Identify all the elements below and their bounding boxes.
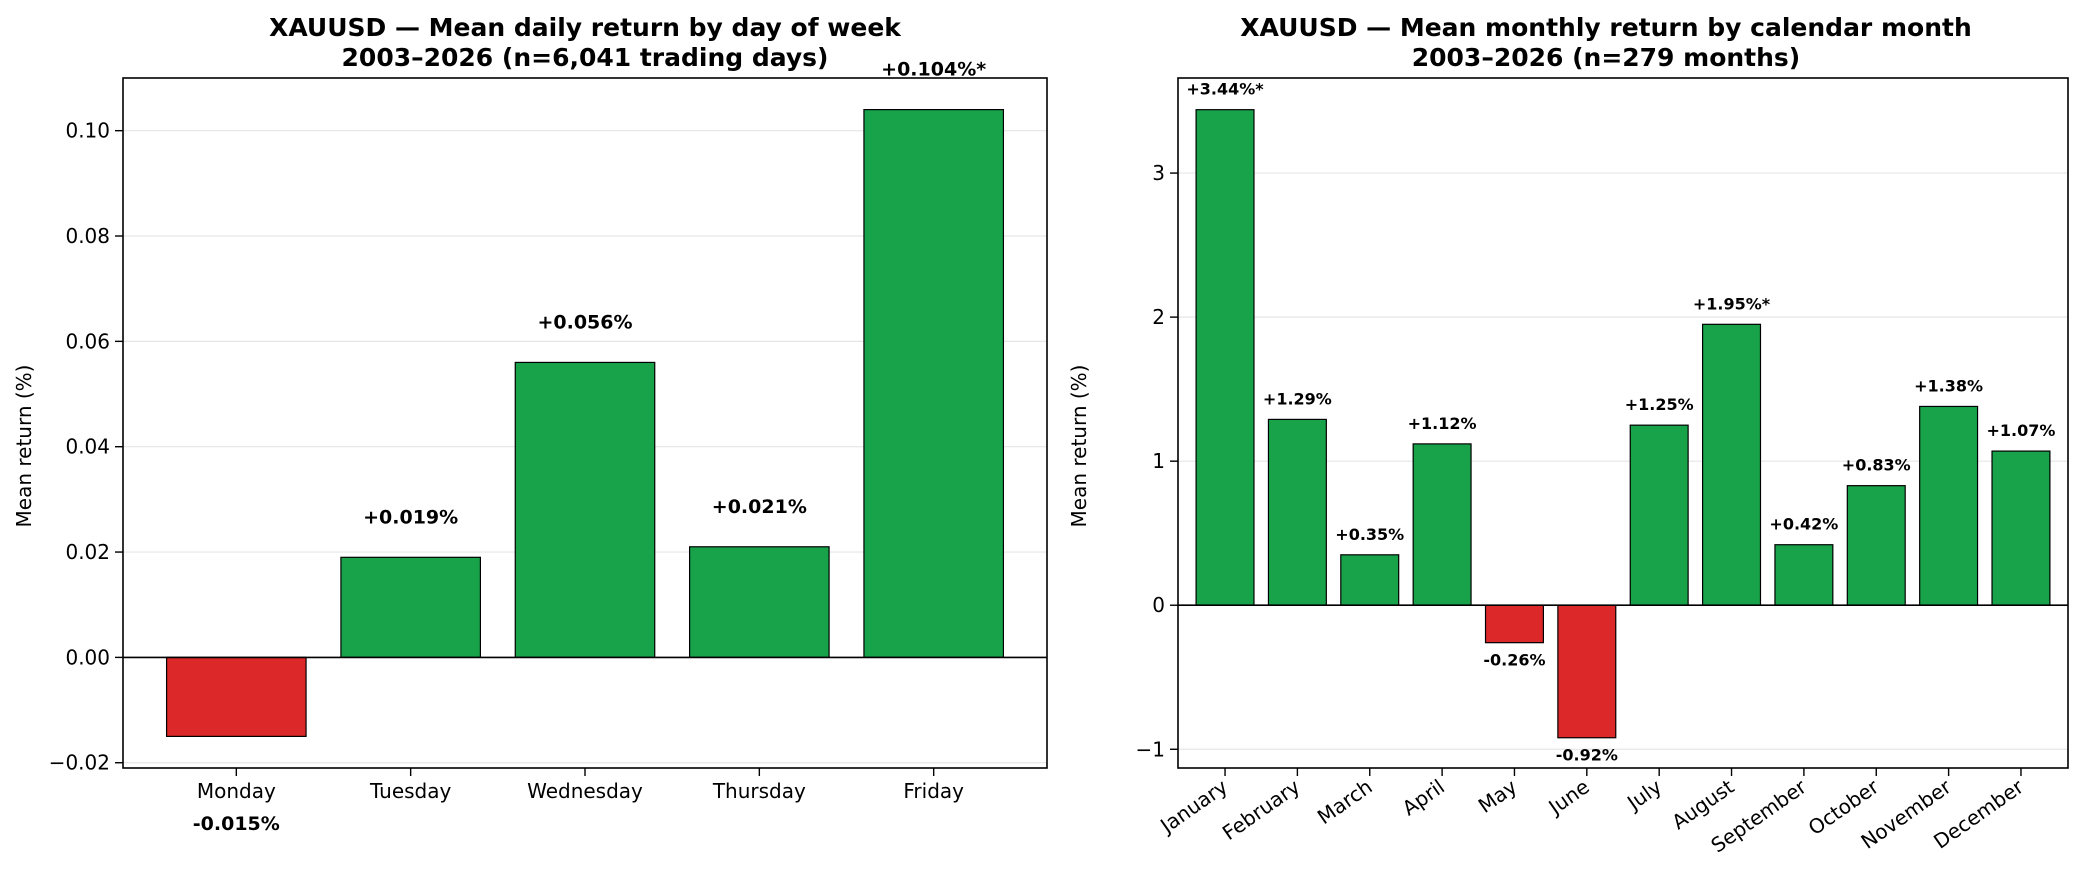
bar-october — [1846, 485, 1906, 606]
bar-wednesday — [514, 361, 656, 658]
x-tick-label: Monday — [197, 779, 276, 803]
bar-august — [1701, 323, 1762, 606]
chart-title: XAUUSD — Mean monthly return by calendar… — [1240, 13, 1972, 42]
x-tick-label: March — [1313, 774, 1377, 829]
data-label: +0.83% — [1842, 456, 1911, 475]
x-tick-label: Wednesday — [527, 779, 643, 803]
bar-may — [1484, 604, 1545, 644]
bar-february — [1267, 418, 1327, 606]
bar-friday — [863, 109, 1005, 658]
x-tick-label: June — [1543, 774, 1594, 820]
data-label: +3.44%* — [1186, 80, 1264, 99]
bar-thursday — [689, 546, 830, 658]
bar-monday — [165, 656, 307, 737]
data-label: +0.35% — [1335, 525, 1404, 544]
data-label: +1.07% — [1987, 421, 2056, 440]
bar-december — [1991, 450, 2051, 606]
plot-frame — [122, 77, 1048, 769]
y-axis-label: Mean return (%) — [1067, 365, 1091, 528]
y-ticks: −1 0 1 2 3 — [1136, 161, 1178, 761]
x-tick-label: Tuesday — [369, 779, 452, 803]
bar-june — [1557, 604, 1617, 739]
x-tick-label: April — [1398, 774, 1449, 820]
y-ticks: −0.02 0.00 0.02 0.04 0.06 0.08 0.10 — [49, 119, 123, 775]
y-tick-label: 0.10 — [65, 119, 110, 143]
data-label: +0.021% — [712, 496, 807, 518]
y-tick-label: 0.04 — [65, 435, 110, 459]
data-label: -0.015% — [193, 813, 280, 835]
x-ticks: Monday Tuesday Wednesday Thursday Friday — [197, 768, 964, 803]
data-label: +0.42% — [1769, 515, 1838, 534]
chart-day-of-week: XAUUSD — Mean daily return by day of wee… — [12, 13, 1048, 835]
data-labels: +3.44%* +1.29% +0.35% +1.12% -0.26% -0.92% +1.… — [1186, 80, 2055, 765]
y-tick-label: 0.00 — [65, 645, 110, 669]
bar-march — [1340, 554, 1400, 606]
y-tick-label: 0 — [1152, 593, 1165, 617]
y-tick-label: 0.02 — [65, 540, 110, 564]
data-label: -0.92% — [1556, 746, 1618, 765]
data-labels: -0.015% +0.019% +0.056% +0.021% +0.104%* — [193, 59, 986, 835]
data-label: +0.104%* — [881, 59, 986, 81]
data-label: +0.056% — [537, 311, 632, 333]
bars — [1195, 109, 2051, 739]
y-axis-label: Mean return (%) — [12, 365, 36, 528]
data-label: +1.29% — [1263, 389, 1332, 408]
y-tick-label: 2 — [1152, 305, 1165, 329]
data-label: +1.38% — [1914, 376, 1983, 395]
bar-september — [1774, 544, 1834, 606]
y-tick-label: −0.02 — [49, 751, 110, 775]
y-tick-label: 3 — [1152, 161, 1165, 185]
x-tick-label: February — [1218, 774, 1304, 845]
x-tick-label: Friday — [903, 779, 964, 803]
chart-subtitle: 2003–2026 (n=279 months) — [1412, 43, 1801, 72]
plot-frame — [1177, 77, 2069, 769]
bars — [165, 109, 1005, 737]
chart-calendar-month: XAUUSD — Mean monthly return by calendar… — [1067, 13, 2069, 858]
bar-tuesday — [340, 556, 481, 658]
bar-november — [1919, 405, 1979, 606]
y-tick-label: −1 — [1136, 737, 1165, 761]
y-tick-label: 0.08 — [65, 224, 110, 248]
x-tick-label: May — [1474, 774, 1522, 817]
bar-july — [1629, 424, 1689, 606]
data-label: +1.25% — [1625, 395, 1694, 414]
chart-subtitle: 2003–2026 (n=6,041 trading days) — [342, 43, 829, 72]
y-tick-label: 1 — [1152, 449, 1165, 473]
x-tick-label: July — [1621, 774, 1666, 816]
data-label: +0.019% — [363, 506, 458, 528]
data-label: -0.26% — [1483, 651, 1545, 670]
bar-january — [1195, 109, 1255, 606]
bar-april — [1412, 443, 1472, 606]
data-label: +1.95%* — [1693, 294, 1771, 313]
x-tick-label: Thursday — [712, 779, 806, 803]
y-tick-label: 0.06 — [65, 329, 110, 353]
chart-title: XAUUSD — Mean daily return by day of wee… — [269, 13, 902, 42]
data-label: +1.12% — [1408, 414, 1477, 433]
